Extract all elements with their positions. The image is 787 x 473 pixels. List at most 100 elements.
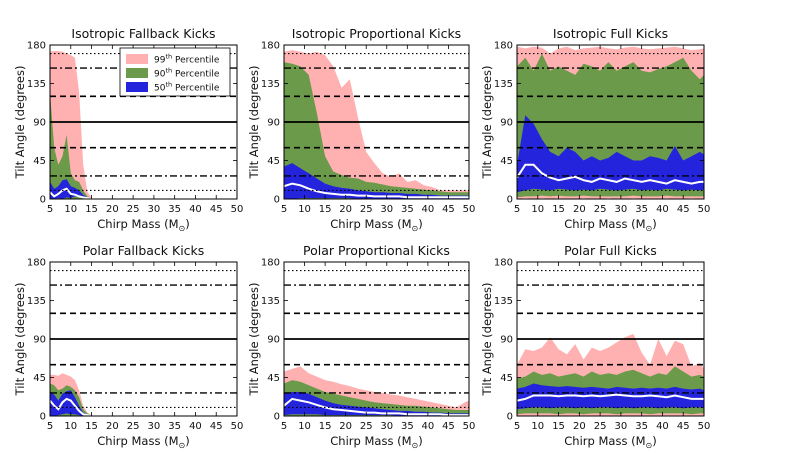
y-tick-label: 135 xyxy=(261,79,280,90)
x-tick-label: 15 xyxy=(552,204,565,215)
x-tick-label: 50 xyxy=(463,204,476,215)
x-tick-label: 45 xyxy=(677,421,690,432)
y-tick-label: 0 xyxy=(274,195,280,206)
y-axis-label: Tilt Angle (degrees) xyxy=(480,283,494,397)
x-tick-label: 10 xyxy=(531,421,544,432)
y-tick-label: 180 xyxy=(27,41,46,52)
x-tick-label: 35 xyxy=(401,204,414,215)
y-tick-label: 135 xyxy=(27,296,46,307)
chart-title: Polar Proportional Kicks xyxy=(303,243,450,258)
y-tick-label: 180 xyxy=(27,258,46,269)
x-tick-label: 20 xyxy=(106,204,119,215)
legend-label: 99th Percentile xyxy=(154,53,220,66)
y-axis-label: Tilt Angle (degrees) xyxy=(247,283,261,397)
x-tick-label: 35 xyxy=(635,421,648,432)
chart-title: Polar Fallback Kicks xyxy=(83,243,205,258)
chart-title: Isotropic Proportional Kicks xyxy=(292,26,461,41)
y-tick-label: 90 xyxy=(33,118,46,129)
x-axis-label: Chirp Mass (M⊙) xyxy=(97,217,189,233)
x-tick-label: 5 xyxy=(281,204,287,215)
x-tick-label: 5 xyxy=(514,421,520,432)
x-tick-label: 40 xyxy=(189,204,202,215)
x-tick-label: 35 xyxy=(401,421,414,432)
y-tick-label: 180 xyxy=(261,41,280,52)
legend-label: 90th Percentile xyxy=(154,67,220,80)
y-tick-label: 0 xyxy=(507,195,513,206)
panel-2: 5 10 15 20 25 30 35 40 45 50 0 45 90 135 180 Isotropic … xyxy=(247,26,475,233)
y-tick-label: 45 xyxy=(500,156,513,167)
y-tick-label: 45 xyxy=(267,156,280,167)
x-tick-label: 50 xyxy=(231,421,244,432)
x-tick-label: 40 xyxy=(422,421,435,432)
x-axis-label: Chirp Mass (M⊙) xyxy=(97,434,189,450)
median-line xyxy=(50,397,92,416)
x-tick-label: 5 xyxy=(47,421,53,432)
plot-area xyxy=(50,269,237,416)
y-axis-label: Tilt Angle (degrees) xyxy=(13,283,27,397)
y-tick-label: 45 xyxy=(267,373,280,384)
legend-swatch xyxy=(126,54,148,64)
y-tick-label: 90 xyxy=(500,118,513,129)
median-line xyxy=(50,187,92,199)
x-tick-label: 35 xyxy=(168,204,181,215)
x-tick-label: 20 xyxy=(106,421,119,432)
y-tick-label: 45 xyxy=(33,373,46,384)
band-50th-percentile xyxy=(517,383,704,410)
chart-title: Polar Full Kicks xyxy=(564,243,657,258)
x-tick-label: 10 xyxy=(298,421,311,432)
chart-title: Isotropic Full Kicks xyxy=(553,26,668,41)
legend-swatch xyxy=(126,82,148,92)
median-line xyxy=(517,163,704,185)
x-tick-label: 10 xyxy=(64,421,77,432)
x-tick-label: 40 xyxy=(656,204,669,215)
x-axis-label: Chirp Mass (M⊙) xyxy=(564,217,656,233)
x-tick-label: 20 xyxy=(573,421,586,432)
x-tick-label: 50 xyxy=(698,204,711,215)
panel-5: 5 10 15 20 25 30 35 40 45 50 0 45 90 135 180 Polar Prop… xyxy=(247,243,475,450)
band-50th-percentile xyxy=(517,115,704,193)
x-tick-label: 45 xyxy=(210,204,223,215)
plot-area xyxy=(50,51,237,199)
x-tick-label: 45 xyxy=(442,204,455,215)
x-tick-label: 30 xyxy=(380,421,393,432)
x-tick-label: 10 xyxy=(298,204,311,215)
x-tick-label: 40 xyxy=(656,421,669,432)
x-tick-label: 45 xyxy=(677,204,690,215)
x-tick-label: 30 xyxy=(615,421,628,432)
median-line xyxy=(284,182,469,199)
x-tick-label: 5 xyxy=(281,421,287,432)
y-tick-label: 135 xyxy=(27,79,46,90)
y-axis-label: Tilt Angle (degrees) xyxy=(480,66,494,180)
x-tick-label: 10 xyxy=(531,204,544,215)
x-tick-label: 45 xyxy=(210,421,223,432)
panel-3: 5 10 15 20 25 30 35 40 45 50 0 45 90 135 180 Isotropic … xyxy=(480,26,710,233)
x-tick-label: 50 xyxy=(463,421,476,432)
x-tick-label: 40 xyxy=(422,204,435,215)
x-tick-label: 35 xyxy=(168,421,181,432)
y-tick-label: 135 xyxy=(261,296,280,307)
legend-label: 50th Percentile xyxy=(154,81,220,94)
plot-area xyxy=(284,269,469,416)
y-axis-label: Tilt Angle (degrees) xyxy=(247,66,261,180)
y-tick-label: 0 xyxy=(40,195,46,206)
y-tick-label: 90 xyxy=(267,335,280,346)
x-tick-label: 15 xyxy=(85,421,98,432)
x-tick-label: 20 xyxy=(339,421,352,432)
x-axis-label: Chirp Mass (M⊙) xyxy=(330,434,422,450)
legend-swatch xyxy=(126,68,148,78)
x-tick-label: 20 xyxy=(573,204,586,215)
band-50th-percentile xyxy=(50,179,92,199)
y-tick-label: 135 xyxy=(494,296,513,307)
y-tick-label: 180 xyxy=(494,41,513,52)
x-tick-label: 15 xyxy=(552,421,565,432)
band-99th-percentile xyxy=(284,50,469,199)
panel-4: 5 10 15 20 25 30 35 40 45 50 0 45 90 135 180 Polar Fall… xyxy=(13,243,243,450)
x-tick-label: 25 xyxy=(360,204,373,215)
x-tick-label: 25 xyxy=(594,421,607,432)
x-axis-label: Chirp Mass (M⊙) xyxy=(330,217,422,233)
y-tick-label: 90 xyxy=(500,335,513,346)
y-tick-label: 180 xyxy=(494,258,513,269)
chart-title: Isotropic Fallback Kicks xyxy=(71,26,215,41)
median-line xyxy=(284,397,469,416)
